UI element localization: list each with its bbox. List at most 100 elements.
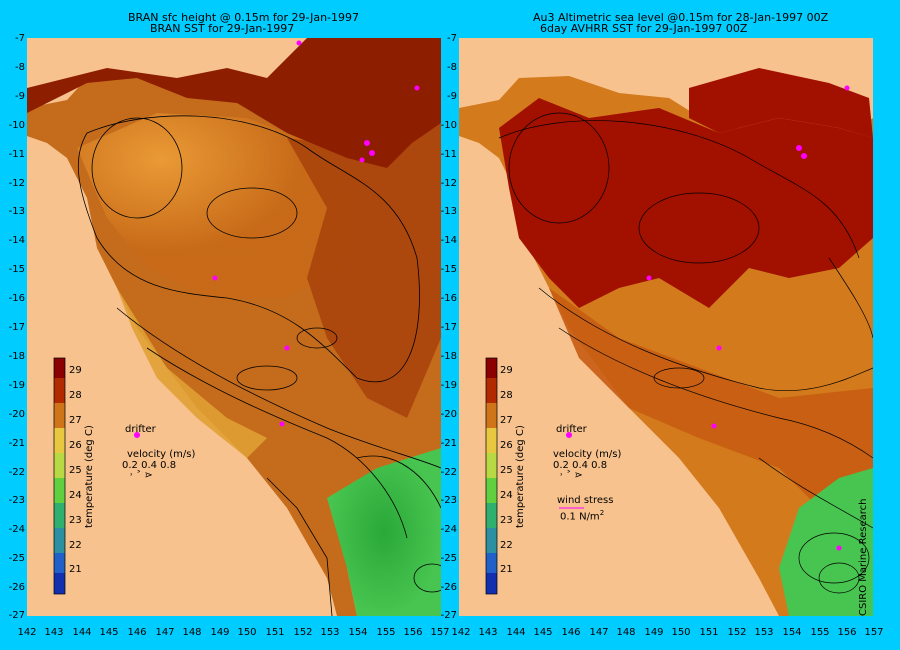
lat-label: -26 [440,582,457,593]
lat-label: -25 [8,553,25,564]
right-map-panel [459,38,873,616]
wind-stress-label: wind stress [557,495,614,506]
lat-label: -11 [8,149,25,160]
colorbar-tick: 29 [500,365,513,376]
drifter-tracks [212,40,420,427]
left-map [27,38,441,616]
lat-label: -15 [8,264,25,275]
wind-stress-value-text: 0.1 N/m [560,511,600,523]
coastline-south [266,477,333,616]
lon-label: 148 [616,627,636,638]
colorbar-tick: 27 [69,415,82,426]
lon-label: 155 [376,627,396,638]
colorbar-tick: 28 [500,390,513,401]
velocity-label: velocity (m/s) [553,449,622,460]
lat-label: -14 [8,235,25,246]
lat-label: -22 [8,467,25,478]
colorbar-tick: 23 [500,515,513,526]
colorbar-tick: 25 [69,465,82,476]
drifter-legend-icon [566,432,572,438]
lon-label: 150 [237,627,257,638]
lat-label: -14 [440,235,457,246]
lon-label: 145 [99,627,119,638]
lon-label: 148 [182,627,202,638]
lon-label: 153 [320,627,340,638]
avhrr-hot-region [499,98,873,308]
lat-label: -18 [440,351,457,362]
colorbar-tick: 22 [69,540,82,551]
lat-label: -25 [440,553,457,564]
lat-label: -27 [440,610,457,621]
lat-label: -12 [440,178,457,189]
velocity-scale: 0.2 0.4 0.8 [122,460,177,471]
lon-label: 144 [72,627,92,638]
lat-label: -19 [8,380,25,391]
warm-pool [77,113,357,298]
lat-label: -12 [8,178,25,189]
lat-label: -23 [440,495,457,506]
lon-label: 150 [671,627,691,638]
lon-label: 147 [589,627,609,638]
right-map [459,38,873,616]
lat-label: -26 [8,582,25,593]
lat-label: -27 [8,610,25,621]
colorbar-tick: 24 [500,490,513,501]
lat-label: -17 [8,322,25,333]
lon-label: 151 [265,627,285,638]
drifter-label: drifter [125,424,156,435]
colorbar-tick: 26 [500,440,513,451]
lat-label: -7 [447,33,457,44]
colorbar-tick: 27 [500,415,513,426]
velocity-scale: 0.2 0.4 0.8 [553,460,608,471]
lat-label: -20 [8,409,25,420]
cool-southern-water [327,448,441,616]
lat-label: -20 [440,409,457,420]
colorbar-tick: 23 [69,515,82,526]
lat-label: -8 [447,62,457,73]
lon-label: 143 [478,627,498,638]
lat-label: -10 [440,120,457,131]
drifter-tracks [646,85,850,551]
lat-label: -24 [440,524,457,535]
right-colorbar [485,357,498,595]
lat-label: -21 [440,438,457,449]
velocity-arrows: ˒ ˃ ⋗ [560,470,583,481]
lat-label: -13 [440,206,457,217]
lat-label: -9 [447,91,457,102]
lat-label: -19 [440,380,457,391]
colorbar-tick: 24 [69,490,82,501]
right-title-line2: 6day AVHRR SST for 29-Jan-1997 00Z [540,22,748,35]
lat-label: -8 [15,62,25,73]
lon-label: 145 [533,627,553,638]
colorbar-tick: 29 [69,365,82,376]
lon-label: 144 [506,627,526,638]
lat-label: -10 [8,120,25,131]
velocity-label: velocity (m/s) [127,449,196,460]
lon-label: 154 [348,627,368,638]
cool-shelf-water [117,288,267,458]
drifter-legend-icon [134,432,140,438]
lon-label: 149 [210,627,230,638]
lon-label: 156 [403,627,423,638]
southern-warm-band [549,288,873,508]
lon-label: 149 [644,627,664,638]
right-title-line1: Au3 Altimetric sea level @0.15m for 28-J… [533,11,829,24]
lon-label: 147 [155,627,175,638]
lon-label: 142 [17,627,37,638]
lon-label: 157 [864,627,884,638]
left-colorbar-label: temperature (deg C) [84,425,95,528]
lat-label: -16 [8,293,25,304]
lat-label: -24 [8,524,25,535]
left-colorbar [53,357,66,595]
lon-label: 151 [699,627,719,638]
left-map-panel [27,38,441,616]
lat-label: -23 [8,495,25,506]
left-title-line1: BRAN sfc height @ 0.15m for 29-Jan-1997 [128,11,360,24]
lon-label: 155 [810,627,830,638]
lon-label: 154 [782,627,802,638]
left-title-line2: BRAN SST for 29-Jan-1997 [150,22,295,35]
lon-label: 156 [837,627,857,638]
lon-label: 152 [727,627,747,638]
colorbar-tick: 26 [69,440,82,451]
northern-warm-band [27,38,441,168]
